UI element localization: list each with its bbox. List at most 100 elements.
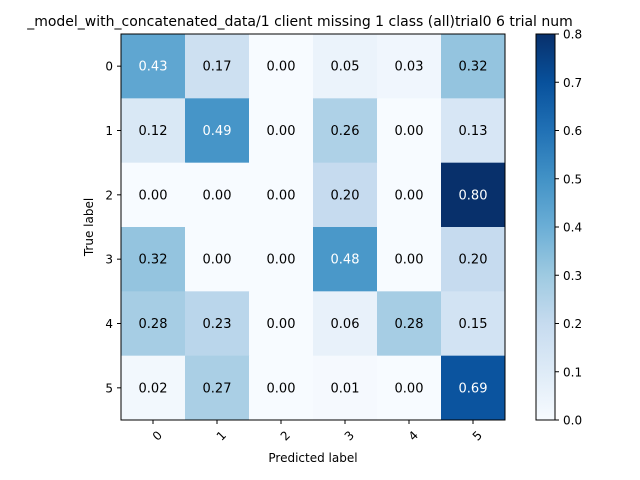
heatmap-cell — [185, 227, 250, 292]
x-tick-label: 1 — [214, 428, 229, 443]
heatmap-cell — [441, 355, 506, 421]
heatmap-cell — [121, 355, 186, 421]
heatmap-cell — [249, 355, 314, 421]
heatmap-cell — [249, 162, 314, 228]
colorbar-tick-label: 0.2 — [563, 317, 582, 331]
heatmap-cell — [185, 162, 250, 228]
cell-value-label: 0.12 — [139, 124, 168, 139]
cell-value-label: 0.00 — [395, 253, 424, 268]
colorbar-tick-label: 0.0 — [563, 414, 582, 428]
x-tick-label: 4 — [406, 428, 421, 443]
cell-value-label: 0.01 — [331, 381, 360, 396]
cell-value-label: 0.00 — [139, 188, 168, 203]
x-tick-label: 3 — [342, 428, 357, 443]
y-tick-label: 1 — [105, 124, 113, 138]
cell-value-label: 0.27 — [203, 381, 232, 396]
y-axis-ticks: 0 1 2 3 4 5 — [105, 60, 121, 395]
cell-value-label: 0.00 — [267, 124, 296, 139]
cell-value-label: 0.00 — [203, 188, 232, 203]
heatmap-cell — [313, 98, 378, 164]
heatmap-cell — [441, 98, 506, 164]
heatmap-cell — [185, 98, 250, 164]
cell-value-label: 0.20 — [331, 188, 360, 203]
cell-value-label: 0.00 — [395, 188, 424, 203]
plot-frame — [120, 33, 506, 421]
cell-value-label: 0.06 — [331, 317, 360, 332]
cell-value-label: 0.00 — [395, 381, 424, 396]
cell-value-label: 0.80 — [459, 188, 488, 203]
cell-value-label: 0.20 — [459, 253, 488, 268]
x-tick-label: 2 — [278, 428, 293, 443]
x-tick-label: 5 — [470, 428, 485, 443]
cell-value-label: 0.43 — [139, 60, 168, 75]
cell-value-label: 0.26 — [331, 124, 360, 139]
heatmap-cell — [185, 34, 250, 99]
colorbar-tick-label: 0.8 — [563, 28, 582, 42]
heatmap-cell — [121, 162, 186, 228]
heatmap-cell — [441, 162, 506, 228]
heatmap-cell — [313, 162, 378, 228]
cell-value-label: 0.28 — [139, 317, 168, 332]
colorbar-tick-label: 0.3 — [563, 269, 582, 283]
colorbar-tick-label: 0.6 — [563, 124, 582, 138]
heatmap-cell — [121, 34, 186, 99]
cell-value-label: 0.32 — [459, 60, 488, 75]
heatmap-cell — [377, 98, 442, 164]
cell-value-label: 0.00 — [267, 381, 296, 396]
y-tick-label: 5 — [105, 381, 113, 395]
cell-value-label: 0.15 — [459, 317, 488, 332]
cell-value-label: 0.02 — [139, 381, 168, 396]
colorbar-tick-label: 0.1 — [563, 365, 582, 379]
cell-value-label: 0.32 — [139, 253, 168, 268]
heatmap-cell — [249, 291, 314, 357]
x-tick-label: 0 — [150, 428, 165, 443]
cell-value-label: 0.00 — [267, 253, 296, 268]
cell-value-label: 0.17 — [203, 60, 232, 75]
heatmap-cell — [313, 355, 378, 421]
heatmap-cells — [121, 34, 506, 421]
heatmap-cell — [441, 227, 506, 292]
heatmap-cell — [313, 34, 378, 99]
cell-value-label: 0.00 — [395, 124, 424, 139]
heatmap-cell — [313, 291, 378, 357]
cell-value-label: 0.00 — [203, 253, 232, 268]
cell-value-label: 0.05 — [331, 60, 360, 75]
heatmap-cell — [121, 98, 186, 164]
heatmap-cell — [377, 227, 442, 292]
heatmap-cell — [377, 34, 442, 99]
colorbar-tick-label: 0.4 — [563, 221, 582, 235]
heatmap-cell — [121, 291, 186, 357]
x-axis-ticks: 0 1 2 3 4 5 — [150, 420, 485, 443]
heatmap-cell — [185, 291, 250, 357]
heatmap-cell — [313, 227, 378, 292]
cell-value-label: 0.49 — [203, 124, 232, 139]
y-tick-label: 4 — [105, 317, 113, 331]
cell-value-label: 0.28 — [395, 317, 424, 332]
chart-title: _model_with_concatenated_data/1 client m… — [26, 14, 573, 30]
colorbar-ticks: 0.0 0.1 0.2 0.3 0.4 0.5 0.6 0.7 0.8 — [555, 28, 582, 428]
cell-value-label: 0.00 — [267, 60, 296, 75]
heatmap-cell-labels: 0.43 0.17 0.00 0.05 0.03 0.32 0.12 0.49 0.00 0.26… — [139, 60, 488, 397]
cell-value-label: 0.03 — [395, 60, 424, 75]
cell-value-label: 0.13 — [459, 124, 488, 139]
heatmap-cell — [441, 291, 506, 357]
heatmap-cell — [249, 227, 314, 292]
heatmap-cell — [377, 291, 442, 357]
cell-value-label: 0.00 — [267, 188, 296, 203]
y-tick-label: 2 — [105, 188, 113, 202]
colorbar-tick-label: 0.7 — [563, 76, 582, 90]
cell-value-label: 0.69 — [459, 381, 488, 396]
heatmap-cell — [377, 162, 442, 228]
colorbar — [535, 33, 556, 421]
heatmap-cell — [121, 227, 186, 292]
cell-value-label: 0.23 — [203, 317, 232, 332]
heatmap-cell — [185, 355, 250, 421]
y-axis-label: True label — [82, 198, 96, 257]
x-axis-label: Predicted label — [268, 451, 357, 465]
y-tick-label: 3 — [105, 253, 113, 267]
cell-value-label: 0.00 — [267, 317, 296, 332]
heatmap-cell — [441, 34, 506, 99]
y-tick-label: 0 — [105, 60, 113, 74]
cell-value-label: 0.48 — [331, 253, 360, 268]
